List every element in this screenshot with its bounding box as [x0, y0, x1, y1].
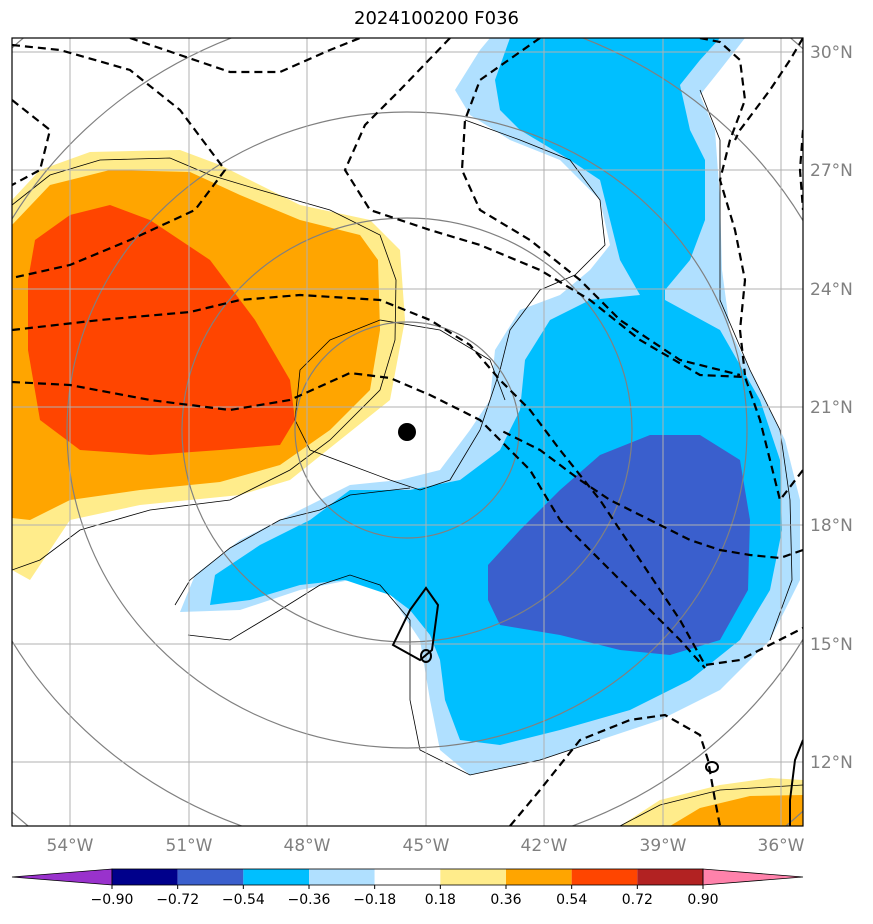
colorbar-cell: [309, 869, 375, 885]
map-frame: [11, 37, 804, 827]
lon-label: 51°W: [166, 836, 213, 856]
lon-label: 45°W: [403, 836, 450, 856]
colorbar-label: 0.36: [490, 892, 521, 908]
storm-center-marker: [398, 423, 416, 441]
colorbar-cell: [243, 869, 309, 885]
lat-label: 30°N: [810, 43, 853, 63]
lat-label: 18°N: [810, 516, 853, 536]
positive-anomaly-high: [28, 205, 295, 455]
lon-label: 48°W: [284, 836, 331, 856]
lat-label: 12°N: [810, 753, 853, 773]
lat-label: 21°N: [810, 398, 853, 418]
colorbar-cell: [374, 869, 441, 885]
map-title: 2024100200 F036: [354, 8, 519, 29]
lon-label: 36°W: [758, 836, 805, 856]
lat-label: 15°N: [810, 635, 853, 655]
positive-anomaly-se-mid: [670, 795, 803, 826]
colorbar-cell: [571, 869, 638, 885]
colorbar-label: 0.18: [425, 892, 456, 908]
latitude-labels: 30°N 27°N 24°N 21°N 18°N 15°N 12°N: [810, 43, 853, 773]
lon-label: 42°W: [521, 836, 568, 856]
lat-label: 24°N: [810, 280, 853, 300]
negative-anomaly-high: [488, 435, 750, 655]
thin-contours: [12, 89, 803, 826]
colorbar-extension-min: [11, 868, 113, 886]
colorbar-cell: [506, 869, 572, 885]
colorbar: −0.90 −0.72 −0.54 −0.36 −0.18 0.18 0.36 0.54 0.7…: [11, 868, 804, 908]
colorbar-label: −0.36: [288, 892, 331, 908]
colorbar-extension-max: [702, 868, 804, 886]
colorbar-label: 0.90: [687, 892, 718, 908]
lat-label: 27°N: [810, 161, 853, 181]
colorbar-label: −0.54: [222, 892, 265, 908]
lon-label: 54°W: [47, 836, 94, 856]
colorbar-cell: [440, 869, 506, 885]
colorbar-label: −0.72: [156, 892, 199, 908]
colorbar-cell: [112, 869, 178, 885]
colorbar-label: 0.54: [556, 892, 587, 908]
colorbar-label: 0.72: [622, 892, 653, 908]
solid-contours: [391, 586, 803, 826]
grid-lines: [12, 38, 803, 826]
lon-label: 39°W: [640, 836, 687, 856]
colorbar-label: −0.18: [353, 892, 396, 908]
colorbar-label: −0.90: [91, 892, 134, 908]
dashed-contours: [12, 38, 803, 826]
colorbar-cell: [637, 869, 703, 885]
colorbar-cell: [177, 869, 244, 885]
longitude-labels: 54°W 51°W 48°W 45°W 42°W 39°W 36°W: [47, 836, 805, 856]
colorbar-frame: [111, 868, 704, 886]
